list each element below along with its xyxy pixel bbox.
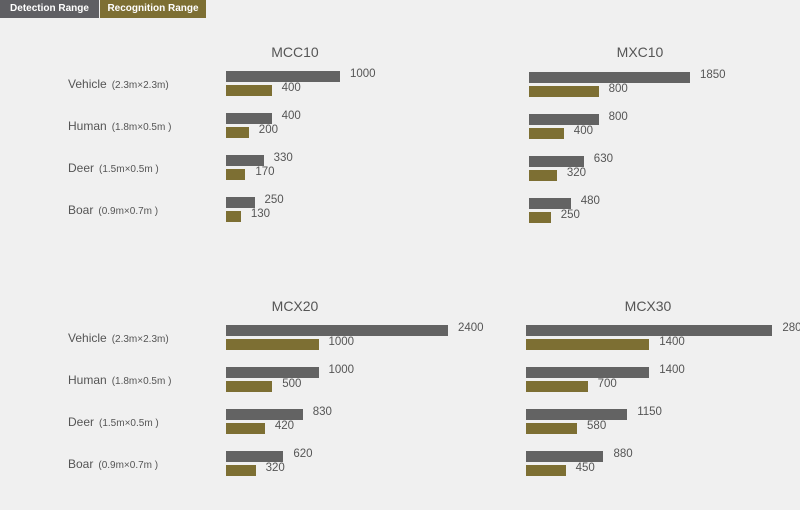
detection-bar xyxy=(226,197,255,208)
recognition-value-label: 1400 xyxy=(659,336,685,348)
category-name: Human xyxy=(68,119,107,133)
recognition-bar xyxy=(226,127,249,138)
detection-bar xyxy=(526,451,604,462)
detection-value-label: 880 xyxy=(613,448,633,460)
category-name: Deer xyxy=(68,415,95,429)
category-size: (0.9m×0.7m ) xyxy=(98,206,159,217)
detection-value-label: 400 xyxy=(281,110,301,122)
detection-bar xyxy=(226,71,340,82)
recognition-value-label: 250 xyxy=(560,209,580,221)
recognition-value-label: 580 xyxy=(587,420,607,432)
recognition-bar xyxy=(226,423,265,434)
chart-title: MCC10 xyxy=(271,44,319,60)
recognition-value-label: 800 xyxy=(608,83,628,95)
category-label: Boar (0.9m×0.7m ) xyxy=(68,203,158,217)
tab-detection-range[interactable]: Detection Range xyxy=(0,0,99,18)
detection-bar xyxy=(226,155,264,166)
detection-value-label: 830 xyxy=(312,406,332,418)
recognition-bar xyxy=(226,465,256,476)
detection-value-label: 330 xyxy=(273,152,293,164)
recognition-bar xyxy=(526,465,566,476)
category-size: (2.3m×2.3m) xyxy=(111,80,169,91)
detection-bar xyxy=(529,72,690,83)
detection-bar xyxy=(226,451,284,462)
recognition-bar xyxy=(226,169,246,180)
category-label: Deer (1.5m×0.5m ) xyxy=(68,161,159,175)
recognition-value-label: 1000 xyxy=(328,336,355,348)
detection-value-label: 620 xyxy=(293,448,313,460)
detection-value-label: 1150 xyxy=(637,406,662,418)
detection-bar xyxy=(526,325,773,336)
recognition-bar xyxy=(526,423,578,434)
recognition-bar xyxy=(529,170,557,181)
category-label: Vehicle (2.3m×2.3m) xyxy=(68,331,169,345)
recognition-bar xyxy=(226,85,272,96)
category-label: Boar (0.9m×0.7m ) xyxy=(68,457,158,471)
chart-title: MCX30 xyxy=(624,298,672,314)
recognition-bar xyxy=(526,339,650,350)
detection-value-label: 2800 xyxy=(782,322,800,334)
recognition-bar xyxy=(226,381,273,392)
recognition-value-label: 170 xyxy=(255,166,275,178)
category-size: (2.3m×2.3m) xyxy=(111,334,169,345)
recognition-value-label: 450 xyxy=(575,462,595,474)
detection-bar xyxy=(526,367,650,378)
recognition-bar xyxy=(526,381,588,392)
category-size: (1.5m×0.5m ) xyxy=(99,164,159,175)
recognition-bar xyxy=(529,128,564,139)
category-label: Human (1.8m×0.5m ) xyxy=(68,373,171,387)
category-size: (0.9m×0.7m ) xyxy=(98,460,159,471)
detection-value-label: 1850 xyxy=(699,69,726,81)
detection-bar xyxy=(526,409,628,420)
recognition-value-label: 400 xyxy=(573,125,593,137)
recognition-value-label: 200 xyxy=(258,124,278,136)
category-label: Deer (1.5m×0.5m ) xyxy=(68,415,159,429)
recognition-value-label: 320 xyxy=(265,462,285,474)
detection-value-label: 1400 xyxy=(659,364,685,376)
recognition-bar xyxy=(529,86,599,97)
detection-value-label: 1000 xyxy=(328,364,355,376)
tab-recognition-range[interactable]: Recognition Range xyxy=(100,0,206,18)
category-name: Human xyxy=(68,373,107,387)
category-name: Boar xyxy=(68,457,94,471)
category-size: (1.8m×0.5m ) xyxy=(111,376,172,387)
detection-value-label: 480 xyxy=(580,195,600,207)
recognition-value-label: 400 xyxy=(281,82,301,94)
detection-value-label: 630 xyxy=(593,153,613,165)
detection-value-label: 250 xyxy=(264,194,284,206)
detection-value-label: 800 xyxy=(608,111,628,123)
detection-value-label: 2400 xyxy=(458,322,484,334)
recognition-bar xyxy=(226,339,319,350)
detection-bar xyxy=(226,409,303,420)
chart-title: MCX20 xyxy=(271,298,319,314)
recognition-value-label: 700 xyxy=(597,378,617,390)
recognition-bar xyxy=(226,211,241,222)
recognition-bar xyxy=(529,212,551,223)
category-label: Human (1.8m×0.5m ) xyxy=(68,119,171,133)
detection-bar xyxy=(529,198,571,209)
category-name: Boar xyxy=(68,203,94,217)
chart-title: MXC10 xyxy=(616,44,664,60)
recognition-value-label: 500 xyxy=(282,378,302,390)
detection-value-label: 1000 xyxy=(350,68,376,80)
category-name: Vehicle xyxy=(68,77,107,91)
category-size: (1.8m×0.5m ) xyxy=(111,122,172,133)
category-label: Vehicle (2.3m×2.3m) xyxy=(68,77,169,91)
category-name: Deer xyxy=(68,161,95,175)
category-size: (1.5m×0.5m ) xyxy=(99,418,159,429)
category-name: Vehicle xyxy=(68,331,107,345)
detection-bar xyxy=(529,114,599,125)
recognition-value-label: 320 xyxy=(566,167,587,179)
recognition-value-label: 130 xyxy=(250,208,270,220)
detection-bar xyxy=(226,325,448,336)
detection-bar xyxy=(529,156,584,167)
recognition-value-label: 420 xyxy=(274,420,295,432)
detection-bar xyxy=(226,113,272,124)
detection-bar xyxy=(226,367,319,378)
